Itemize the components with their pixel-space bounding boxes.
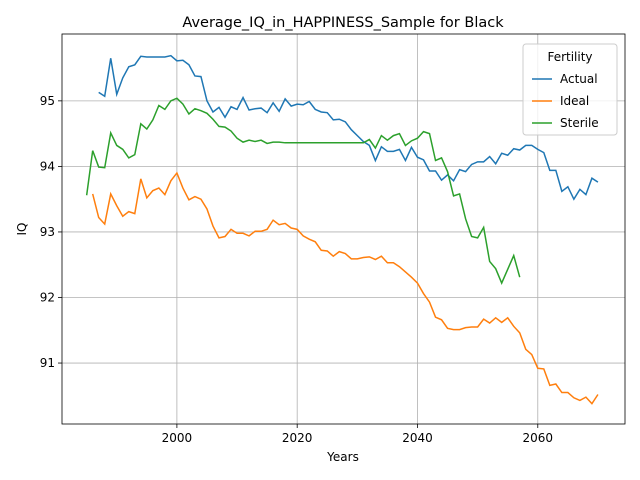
x-tick-label: 2020 — [282, 431, 313, 445]
legend-label: Sterile — [560, 116, 599, 130]
y-tick-label: 95 — [40, 94, 55, 108]
y-tick-label: 94 — [40, 159, 55, 173]
x-tick-label: 2040 — [402, 431, 433, 445]
legend-title: Fertility — [547, 50, 592, 64]
line-series — [98, 54, 599, 201]
legend: Fertility Actual Ideal Sterile — [522, 43, 618, 136]
line-series — [85, 97, 521, 285]
legend-label: Actual — [560, 72, 598, 86]
x-axis-label: Years — [326, 450, 359, 464]
y-axis-label: IQ — [15, 223, 29, 236]
y-tick-label: 91 — [40, 356, 55, 370]
x-tick-label: 2000 — [162, 431, 193, 445]
chart-title: Average_IQ_in_HAPPINESS_Sample for Black — [182, 15, 504, 31]
y-tick-label: 92 — [40, 290, 55, 304]
legend-box — [522, 43, 618, 136]
line-series — [91, 171, 599, 405]
legend-label: Ideal — [560, 94, 589, 108]
plot-frame — [61, 33, 626, 425]
x-tick-label: 2060 — [523, 431, 554, 445]
y-tick-label: 93 — [40, 225, 55, 239]
